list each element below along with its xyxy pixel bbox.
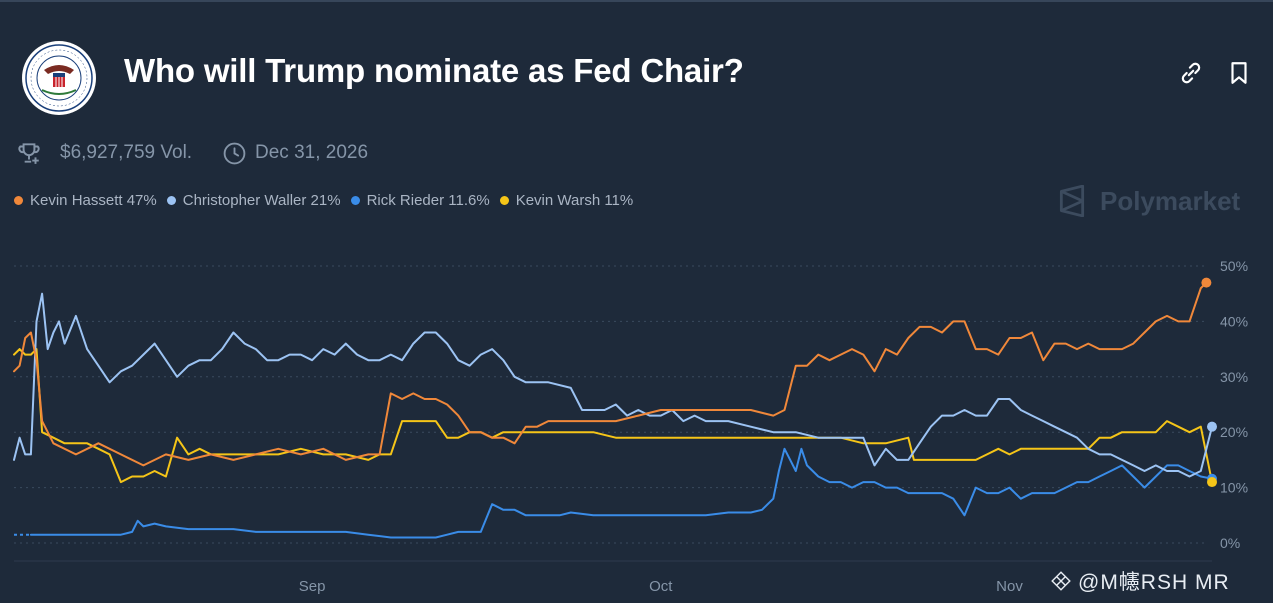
- y-tick-label: 0%: [1220, 535, 1240, 551]
- watermark-text: @M幰RSH MR: [1078, 571, 1230, 594]
- legend-item-hassett[interactable]: Kevin Hassett 47%: [14, 192, 157, 209]
- chart-legend: Kevin Hassett 47% Christopher Waller 21%…: [14, 192, 643, 209]
- end-date-stat: Dec 31, 2026: [222, 140, 368, 166]
- legend-label-warsh: Kevin Warsh 11%: [515, 192, 634, 209]
- legend-dot-waller: [166, 196, 176, 205]
- polymarket-brand: Polymarket: [1058, 185, 1240, 217]
- x-tick-label: Nov: [996, 578, 1023, 595]
- legend-dot-hassett: [14, 196, 23, 205]
- series-end-marker-christopher-waller[interactable]: [1207, 421, 1217, 432]
- series-end-marker-kevin-hassett[interactable]: [1201, 277, 1212, 288]
- binance-icon: [1051, 571, 1071, 591]
- legend-dot-warsh: [499, 196, 509, 205]
- y-tick-label: 20%: [1220, 424, 1248, 440]
- watermark: @M幰RSH MR: [1050, 566, 1230, 596]
- y-tick-label: 10%: [1220, 480, 1248, 496]
- x-tick-label: Sep: [299, 578, 326, 595]
- series-end-marker-kevin-warsh[interactable]: [1207, 477, 1217, 488]
- legend-label-rieder: Rick Rieder 11.6%: [366, 192, 490, 209]
- legend-label-hassett: Kevin Hassett 47%: [30, 192, 157, 209]
- x-tick-label: Oct: [649, 578, 673, 595]
- series-line-christopher-waller[interactable]: [13, 292, 1213, 478]
- end-date-text: Dec 31, 2026: [255, 142, 369, 163]
- volume-stat: $6,927,759 Vol.: [16, 140, 192, 166]
- y-tick-label: 40%: [1220, 313, 1248, 329]
- link-icon[interactable]: [1178, 60, 1204, 86]
- y-tick-label: 50%: [1220, 258, 1248, 274]
- legend-label-waller: Christopher Waller 21%: [182, 192, 341, 209]
- polymarket-logo-icon: [1059, 185, 1085, 217]
- clock-icon: [223, 142, 246, 164]
- series-line-kevin-warsh[interactable]: [13, 348, 1213, 484]
- bookmark-icon[interactable]: [1226, 60, 1252, 86]
- top-border: [0, 0, 1273, 2]
- legend-item-rieder[interactable]: Rick Rieder 11.6%: [350, 192, 490, 209]
- volume-text: $6,927,759 Vol.: [60, 142, 193, 163]
- fed-seal-logo: [22, 41, 96, 115]
- price-chart: 0% 10% 20% 30% 40% 50% Sep Oct Nov: [13, 258, 1248, 595]
- series-line-kevin-hassett[interactable]: [13, 281, 1208, 467]
- legend-item-waller[interactable]: Christopher Waller 21%: [166, 192, 341, 209]
- series-line-rick-rieder[interactable]: [29, 447, 1213, 539]
- legend-dot-rieder: [350, 196, 360, 205]
- y-tick-label: 30%: [1220, 369, 1248, 385]
- brand-text: Polymarket: [1100, 185, 1241, 216]
- page-title: Who will Trump nominate as Fed Chair?: [124, 52, 744, 89]
- legend-item-warsh[interactable]: Kevin Warsh 11%: [499, 192, 634, 209]
- trophy-icon: [18, 143, 40, 164]
